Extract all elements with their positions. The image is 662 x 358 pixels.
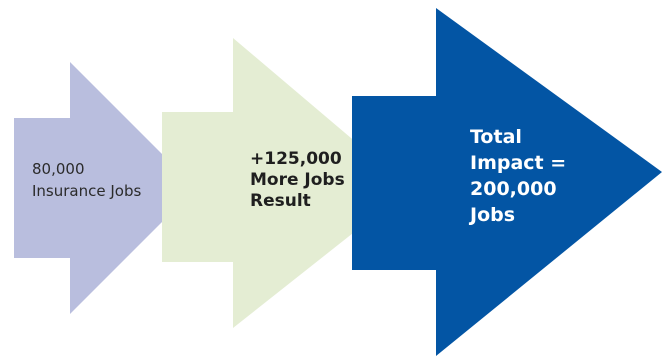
- more-jobs-label: +125,000 More Jobs Result: [250, 149, 345, 212]
- total-impact-count: 200,000: [470, 176, 566, 202]
- total-impact-line-2: Impact =: [470, 150, 566, 176]
- more-jobs-text: More Jobs: [250, 170, 345, 191]
- insurance-jobs-label: 80,000 Insurance Jobs: [32, 158, 141, 202]
- total-impact-jobs: Jobs: [470, 202, 566, 228]
- total-impact-line-1: Total: [470, 124, 566, 150]
- insurance-jobs-text: Insurance Jobs: [32, 180, 141, 202]
- more-jobs-count: +125,000: [250, 149, 345, 170]
- total-impact-label: Total Impact = 200,000 Jobs: [470, 124, 566, 228]
- insurance-jobs-count: 80,000: [32, 158, 141, 180]
- more-jobs-result: Result: [250, 191, 345, 212]
